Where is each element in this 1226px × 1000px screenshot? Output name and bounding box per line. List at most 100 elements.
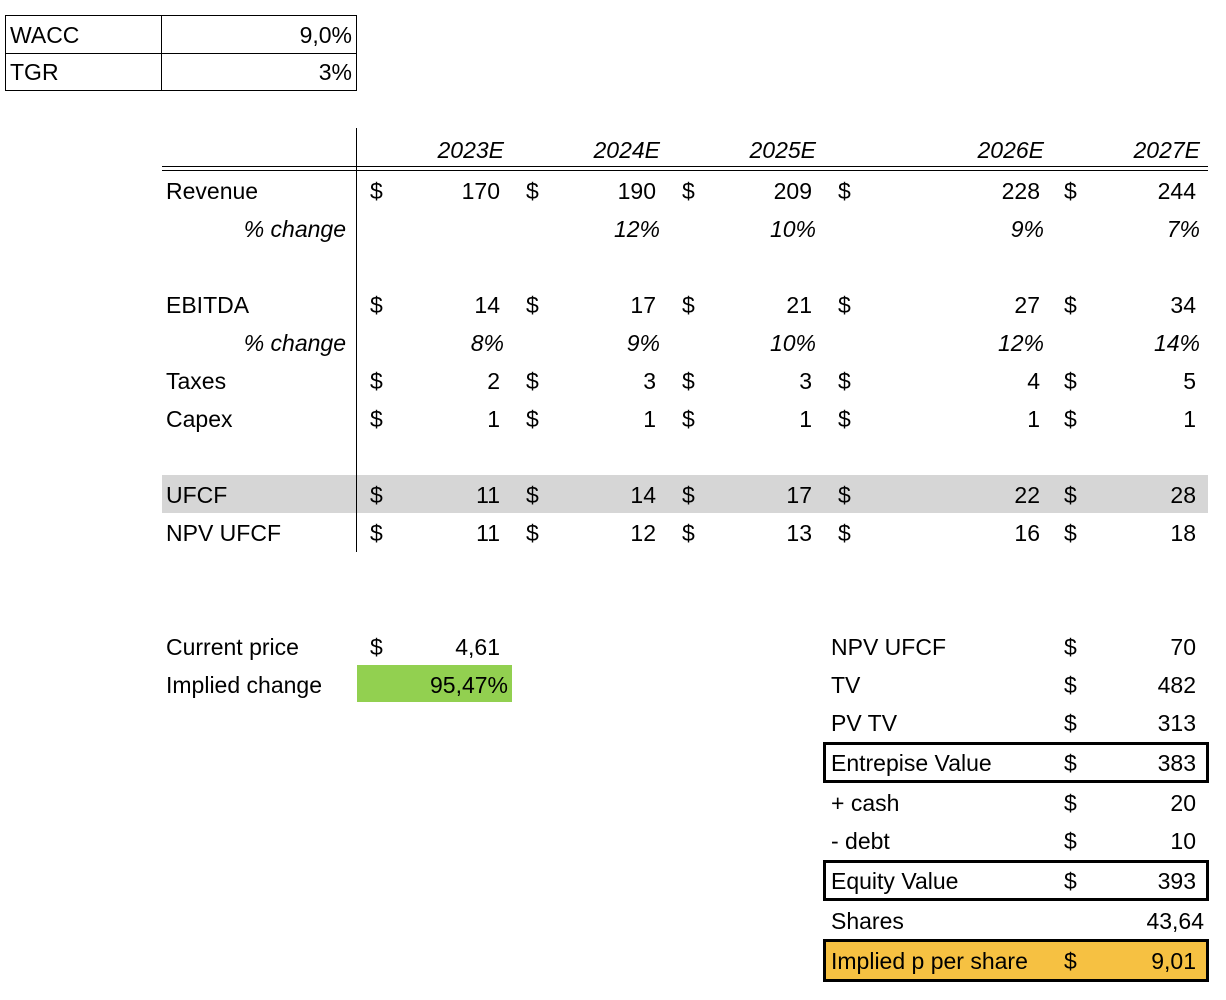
val-npv-ufcf-label: NPV UFCF (831, 634, 946, 660)
val-cash-value[interactable]: 20 (1170, 790, 1196, 816)
implied-change-label: Implied change (166, 672, 322, 698)
capex-value-2023[interactable]: 1 (487, 406, 500, 432)
val-equity-value[interactable]: 393 (1157, 868, 1196, 894)
revenue-currency-4: $ (838, 178, 851, 204)
parameters-box (5, 15, 357, 91)
revenue-value-2026[interactable]: 228 (1001, 178, 1040, 204)
npv-ufcf-value-2023[interactable]: 11 (476, 520, 500, 546)
val-implied-pps-label: Implied p per share (831, 948, 1028, 974)
ebitda-currency-3: $ (682, 292, 695, 318)
ebitda-change-2024[interactable]: 9% (626, 330, 660, 356)
npv-ufcf-value-2026[interactable]: 16 (1014, 520, 1040, 546)
npv-ufcf-value-2024[interactable]: 12 (630, 520, 656, 546)
val-cash-currency: $ (1064, 790, 1077, 816)
capex-currency-1: $ (370, 406, 383, 432)
capex-value-2024[interactable]: 1 (643, 406, 656, 432)
capex-value-2025[interactable]: 1 (799, 406, 812, 432)
revenue-value-2027[interactable]: 244 (1157, 178, 1196, 204)
implied-change-value[interactable]: 95,47% (429, 672, 508, 698)
ebitda-value-2025[interactable]: 21 (786, 292, 812, 318)
ebitda-value-2026[interactable]: 27 (1014, 292, 1040, 318)
ufcf-value-2025[interactable]: 17 (786, 482, 812, 508)
revenue-currency-5: $ (1064, 178, 1077, 204)
npv-ufcf-currency-5: $ (1064, 520, 1077, 546)
val-pv-tv-label: PV TV (831, 710, 898, 736)
revenue-value-2025[interactable]: 209 (773, 178, 812, 204)
val-tv-value[interactable]: 482 (1157, 672, 1196, 698)
val-equity-label: Equity Value (831, 868, 959, 894)
taxes-value-2027[interactable]: 5 (1183, 368, 1196, 394)
ebitda-value-2024[interactable]: 17 (630, 292, 656, 318)
val-ev-label: Entrepise Value (831, 750, 992, 776)
current-price-value[interactable]: 4,61 (455, 634, 500, 660)
year-header-2023: 2023E (437, 137, 504, 163)
tgr-value[interactable]: 3% (318, 59, 352, 85)
capex-currency-2: $ (526, 406, 539, 432)
current-price-currency: $ (370, 634, 383, 660)
row-label-capex: Capex (166, 406, 233, 432)
ufcf-currency-3: $ (682, 482, 695, 508)
ebitda-value-2023[interactable]: 14 (474, 292, 500, 318)
ufcf-value-2027[interactable]: 28 (1170, 482, 1196, 508)
val-debt-value[interactable]: 10 (1170, 828, 1196, 854)
ebitda-change-2023[interactable]: 8% (470, 330, 504, 356)
npv-ufcf-currency-4: $ (838, 520, 851, 546)
ebitda-currency-1: $ (370, 292, 383, 318)
taxes-currency-1: $ (370, 368, 383, 394)
revenue-change-2026[interactable]: 9% (1010, 216, 1044, 242)
val-cash-label: + cash (831, 790, 900, 816)
val-shares-value[interactable]: 43,64 (1146, 908, 1204, 934)
val-tv-currency: $ (1064, 672, 1077, 698)
val-ev-currency: $ (1064, 750, 1077, 776)
val-npv-ufcf-value[interactable]: 70 (1170, 634, 1196, 660)
wacc-value[interactable]: 9,0% (299, 22, 352, 48)
ufcf-row-highlight (162, 475, 1208, 513)
year-header-2025: 2025E (749, 137, 816, 163)
row-label-npv-ufcf: NPV UFCF (166, 520, 281, 546)
capex-currency-4: $ (838, 406, 851, 432)
tgr-label[interactable]: TGR (10, 59, 59, 85)
ufcf-currency-1: $ (370, 482, 383, 508)
ufcf-value-2026[interactable]: 22 (1014, 482, 1040, 508)
revenue-change-2025[interactable]: 10% (769, 216, 816, 242)
npv-ufcf-value-2025[interactable]: 13 (786, 520, 812, 546)
revenue-currency-2: $ (526, 178, 539, 204)
val-shares-label: Shares (831, 908, 904, 934)
taxes-value-2026[interactable]: 4 (1027, 368, 1040, 394)
ebitda-currency-5: $ (1064, 292, 1077, 318)
revenue-change-2024[interactable]: 12% (613, 216, 660, 242)
row-label-revenue-change: % change (243, 216, 346, 242)
revenue-value-2024[interactable]: 190 (617, 178, 656, 204)
row-label-ufcf: UFCF (166, 482, 228, 508)
ufcf-currency-2: $ (526, 482, 539, 508)
ebitda-change-2025[interactable]: 10% (769, 330, 816, 356)
taxes-value-2024[interactable]: 3 (643, 368, 656, 394)
taxes-value-2023[interactable]: 2 (487, 368, 500, 394)
ufcf-currency-5: $ (1064, 482, 1077, 508)
revenue-value-2023[interactable]: 170 (461, 178, 500, 204)
capex-value-2026[interactable]: 1 (1027, 406, 1040, 432)
implied-pps-box (823, 939, 1209, 982)
current-price-label: Current price (166, 634, 299, 660)
wacc-label[interactable]: WACC (10, 22, 80, 48)
implied-change-highlight (357, 665, 512, 702)
equity-value-box (823, 860, 1209, 901)
ebitda-value-2027[interactable]: 34 (1170, 292, 1196, 318)
ebitda-change-2026[interactable]: 12% (997, 330, 1044, 356)
val-pv-tv-value[interactable]: 313 (1157, 710, 1196, 736)
row-label-taxes: Taxes (166, 368, 227, 394)
taxes-currency-5: $ (1064, 368, 1077, 394)
ufcf-value-2023[interactable]: 11 (476, 482, 500, 508)
npv-ufcf-value-2027[interactable]: 18 (1170, 520, 1196, 546)
val-equity-currency: $ (1064, 868, 1077, 894)
ebitda-change-2027[interactable]: 14% (1153, 330, 1200, 356)
val-ev-value[interactable]: 383 (1157, 750, 1196, 776)
capex-value-2027[interactable]: 1 (1183, 406, 1196, 432)
val-implied-pps-value[interactable]: 9,01 (1151, 948, 1196, 974)
taxes-value-2025[interactable]: 3 (799, 368, 812, 394)
revenue-change-2027[interactable]: 7% (1166, 216, 1200, 242)
ufcf-currency-4: $ (838, 482, 851, 508)
ebitda-currency-2: $ (526, 292, 539, 318)
ufcf-value-2024[interactable]: 14 (630, 482, 656, 508)
parameters-col-divider (161, 16, 162, 90)
